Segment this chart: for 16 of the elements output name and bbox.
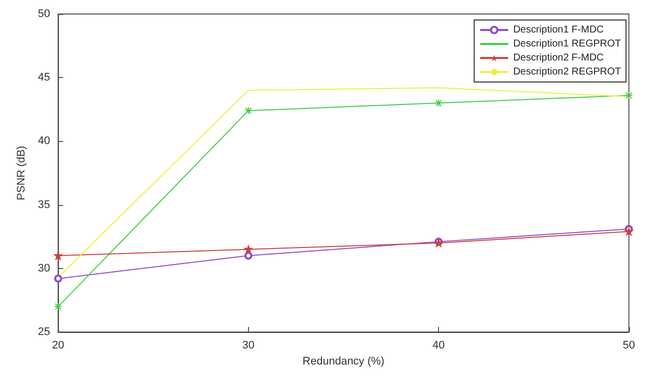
y-tick-label: 35 bbox=[38, 198, 50, 211]
legend-label: Description1 F-MDC bbox=[513, 24, 604, 36]
x-axis-title: Redundancy (%) bbox=[302, 355, 384, 368]
y-tick-label: 45 bbox=[38, 72, 50, 84]
y-tick-label: 30 bbox=[38, 262, 50, 274]
x-tick-label: 20 bbox=[52, 340, 64, 352]
y-tick-label: 50 bbox=[38, 8, 50, 20]
y-tick-label: 25 bbox=[38, 326, 50, 338]
x-tick-label: 30 bbox=[242, 340, 255, 352]
y-tick-label: 40 bbox=[38, 135, 50, 148]
legend-label: Description2 F-MDC bbox=[513, 52, 604, 64]
x-tick-label: 50 bbox=[622, 340, 636, 352]
y-axis-title: PSNR (dB) bbox=[16, 146, 28, 200]
legend-label: Description2 REGPROT bbox=[513, 66, 622, 78]
legend-label: Description1 REGPROT bbox=[513, 38, 622, 50]
x-tick-label: 40 bbox=[432, 340, 445, 352]
